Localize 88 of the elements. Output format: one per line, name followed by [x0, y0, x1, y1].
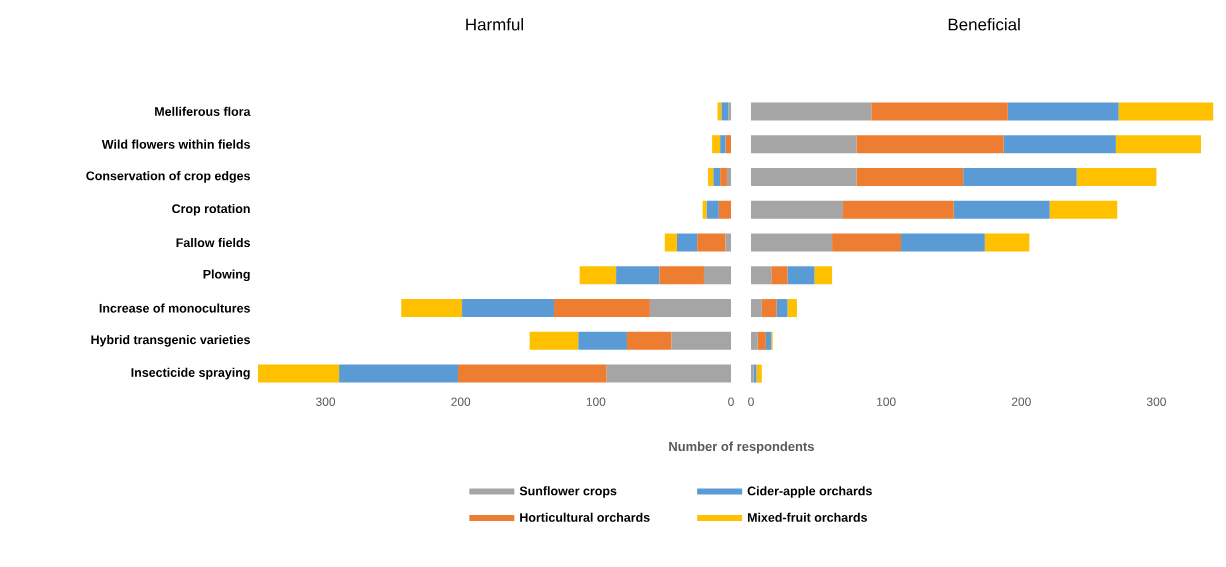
bar [458, 364, 607, 383]
bar [751, 135, 857, 154]
legend-label: Sunflower crops [519, 486, 617, 498]
bar [712, 135, 721, 154]
bar [871, 102, 1008, 121]
y-tick-label: Fallow fields [176, 237, 250, 248]
bar [776, 299, 788, 318]
bar [725, 135, 731, 154]
bar [728, 102, 731, 121]
bar [1115, 135, 1202, 154]
y-tick-label: Insecticide spraying [131, 367, 250, 380]
bar [1049, 200, 1118, 219]
x-tick-label: 0 [748, 397, 754, 406]
bar [832, 233, 902, 252]
bar [649, 299, 731, 318]
y-tick-label: Increase of monocultures [99, 303, 250, 313]
bar [771, 266, 788, 285]
bar [984, 233, 1030, 252]
bar [765, 331, 772, 350]
bar [717, 102, 722, 121]
bar [676, 233, 698, 252]
chart-title: Beneficial [948, 18, 1020, 31]
y-tick-label: Melliferous flora [155, 106, 251, 116]
y-tick-label: Conservation of crop edges [86, 171, 250, 183]
bar [751, 200, 843, 219]
bar [708, 167, 714, 186]
bar [529, 331, 579, 350]
bar [761, 299, 777, 318]
bar [814, 266, 833, 285]
bar [751, 299, 762, 318]
y-tick-label: Crop rotation [172, 203, 250, 216]
bar [751, 167, 857, 186]
legend-label: Cider-apple orchards [747, 486, 872, 498]
bar [706, 200, 719, 219]
x-tick-label: 100 [877, 397, 896, 406]
y-tick-label: Wild flowers within fields [101, 139, 250, 149]
bar [258, 364, 340, 383]
bar [606, 364, 731, 383]
bar [720, 167, 727, 186]
bar [713, 167, 721, 186]
bar [1007, 102, 1119, 121]
bar [1076, 167, 1157, 186]
bar [787, 299, 797, 318]
legend-label: Horticultural orchards [520, 512, 650, 522]
x-tick-label: 0 [728, 397, 734, 406]
x-tick-label: 300 [1146, 397, 1166, 406]
bar [751, 331, 758, 350]
bar [659, 266, 704, 285]
bar [616, 266, 660, 285]
x-tick-label: 200 [451, 397, 471, 406]
bar [756, 364, 762, 383]
bar [553, 299, 650, 318]
bar [671, 331, 731, 350]
bar [901, 233, 985, 252]
bar [856, 167, 964, 186]
bar [963, 167, 1077, 186]
bar [401, 299, 463, 318]
x-tick-label: 300 [316, 397, 336, 406]
bar [1003, 135, 1116, 154]
y-tick-label: Hybrid transgenic varieties [91, 335, 250, 347]
bar [1118, 102, 1214, 121]
bar [751, 102, 872, 121]
legend-label: Mixed-fruit orchards [747, 512, 868, 522]
bar [842, 200, 954, 219]
bar [697, 233, 726, 252]
bar [720, 135, 726, 154]
bar [856, 135, 1004, 154]
bar [953, 200, 1050, 219]
bar [626, 331, 672, 350]
x-tick-label: 200 [1011, 397, 1031, 406]
bar [703, 266, 731, 285]
x-tick-label: 100 [586, 397, 606, 406]
bar [718, 200, 731, 219]
bar [757, 331, 766, 350]
bar [726, 167, 731, 186]
bar [339, 364, 459, 383]
bar [664, 233, 677, 252]
bar [751, 266, 772, 285]
chart-title: Harmful [466, 18, 523, 31]
x-axis-title: Number of respondents [669, 441, 814, 454]
bar [725, 233, 731, 252]
bar [578, 331, 627, 350]
bar [579, 266, 617, 285]
bar [462, 299, 554, 318]
bar [751, 233, 833, 252]
bar [702, 200, 707, 219]
y-tick-label: Plowing [203, 269, 250, 282]
bar [787, 266, 815, 285]
